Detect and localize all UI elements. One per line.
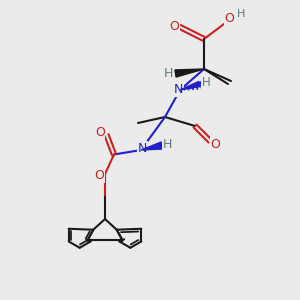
- Text: N: N: [174, 83, 183, 96]
- Polygon shape: [141, 142, 163, 150]
- Text: O: O: [225, 11, 234, 25]
- Text: H: H: [202, 76, 211, 89]
- Text: O: O: [95, 169, 104, 182]
- Polygon shape: [175, 69, 204, 77]
- Text: O: O: [170, 20, 179, 34]
- Polygon shape: [180, 81, 200, 90]
- Text: H: H: [163, 138, 172, 151]
- Text: O: O: [95, 125, 105, 139]
- Text: O: O: [211, 137, 220, 151]
- Text: H: H: [236, 9, 245, 20]
- Text: H: H: [164, 67, 174, 80]
- Text: N: N: [138, 142, 147, 155]
